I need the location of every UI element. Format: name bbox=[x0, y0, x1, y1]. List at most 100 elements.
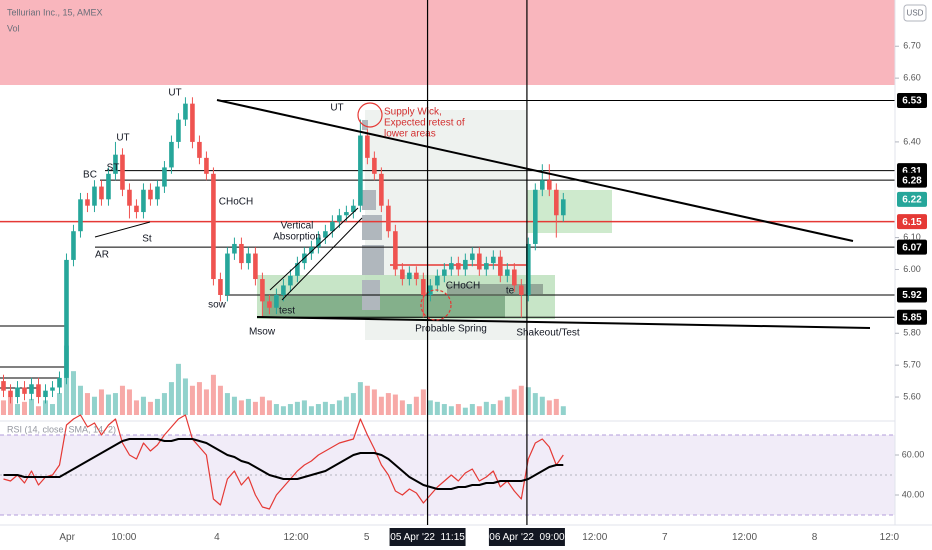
volume-bar bbox=[224, 393, 230, 415]
candle-body bbox=[435, 275, 440, 286]
volume-bar bbox=[560, 406, 566, 415]
volume-bar bbox=[469, 404, 475, 415]
candle-body bbox=[253, 253, 258, 280]
candle-body bbox=[512, 269, 517, 286]
volume-label: Vol bbox=[7, 23, 20, 33]
volume-bar bbox=[7, 396, 13, 415]
level-label: 5.92 bbox=[902, 290, 922, 301]
volume-bar bbox=[546, 400, 552, 415]
candle-body bbox=[414, 272, 419, 280]
candle-body bbox=[267, 301, 272, 308]
volume-bar bbox=[441, 404, 447, 415]
volume-bar bbox=[420, 389, 426, 415]
chart-title: Tellurian Inc., 15, AMEX bbox=[7, 7, 103, 17]
rsi-line bbox=[3, 414, 564, 510]
annotation: te bbox=[506, 286, 515, 297]
levels bbox=[0, 99, 895, 318]
volume-bar bbox=[308, 406, 314, 415]
annotation: Vertical bbox=[281, 221, 314, 232]
candle-body bbox=[218, 279, 223, 295]
x-tick-label-bg bbox=[488, 528, 565, 546]
rsi-tick-label: 60.00 bbox=[902, 449, 925, 459]
candle-body bbox=[92, 186, 97, 206]
x-tick-label: 12:00 bbox=[582, 532, 607, 543]
volume-bar bbox=[98, 389, 104, 415]
level-label-bg bbox=[897, 172, 927, 188]
wick-circle bbox=[357, 102, 383, 128]
candle-body bbox=[491, 256, 496, 264]
candle-body bbox=[561, 199, 566, 216]
volume-bar bbox=[553, 398, 559, 415]
volume-bar bbox=[161, 393, 167, 415]
volume-bar bbox=[462, 407, 468, 415]
candle-body bbox=[176, 119, 181, 142]
trend-line bbox=[256, 316, 871, 329]
candle-body bbox=[50, 387, 55, 391]
volume-bar bbox=[49, 404, 55, 415]
profile-bar bbox=[362, 120, 368, 130]
volume-bar bbox=[490, 404, 496, 415]
candle-body bbox=[351, 205, 356, 213]
y-tick-label: 5.70 bbox=[903, 360, 921, 370]
candle-body bbox=[169, 141, 174, 168]
rsi-label: RSI (14, close, SMA, 14, 2) bbox=[7, 424, 116, 434]
profile-bar bbox=[362, 245, 384, 275]
volume-bar bbox=[378, 396, 384, 415]
x-tick-label-bg bbox=[389, 528, 466, 546]
annotation: St bbox=[142, 234, 152, 245]
candle-body bbox=[309, 247, 314, 254]
axes: 6.53 6.316.28 6.22 6.15 6.07 5.92 5.85 6.70 6.60… bbox=[59, 41, 927, 546]
volume-bar bbox=[0, 400, 6, 415]
volume-bar bbox=[126, 389, 132, 415]
volume-bar bbox=[112, 393, 118, 415]
volume-bar bbox=[175, 363, 181, 415]
x-tick-label: 5 bbox=[364, 532, 370, 543]
level-label-bg bbox=[897, 92, 927, 108]
level-label-bg bbox=[897, 309, 927, 325]
volume bbox=[0, 345, 566, 415]
candle-body bbox=[477, 253, 482, 270]
x-tick-label: 12:00 bbox=[283, 532, 308, 543]
candle-body bbox=[162, 167, 167, 187]
candle-body bbox=[337, 215, 342, 222]
volume-bar bbox=[105, 394, 111, 415]
candle-body bbox=[372, 157, 377, 174]
level-label: 6.22 bbox=[902, 194, 922, 205]
candle-body bbox=[393, 231, 398, 270]
candle-body bbox=[449, 263, 454, 270]
volume-bar bbox=[91, 396, 97, 415]
volume-bar bbox=[154, 398, 160, 415]
volume-bar bbox=[189, 385, 195, 415]
candle-body bbox=[85, 199, 90, 206]
candle-body bbox=[484, 263, 489, 270]
annotation: sow bbox=[208, 300, 227, 311]
annotation: Msow bbox=[249, 327, 276, 338]
volume-bar bbox=[21, 401, 27, 415]
level-label-bg bbox=[897, 214, 927, 230]
volume-bar bbox=[322, 401, 328, 415]
candle-body bbox=[57, 377, 62, 388]
volume-bar bbox=[245, 398, 251, 415]
volume-bar bbox=[392, 394, 398, 415]
x-tick-label: 8 bbox=[812, 532, 818, 543]
x-tick-label: 12:0 bbox=[880, 532, 900, 543]
candle-body bbox=[533, 189, 538, 244]
level-label: 6.15 bbox=[902, 217, 922, 228]
candle-body bbox=[99, 186, 104, 200]
rsi-sma-line bbox=[3, 438, 564, 490]
volume-bar bbox=[217, 385, 223, 415]
volume-bar bbox=[147, 401, 153, 415]
volume-bar bbox=[196, 382, 202, 415]
volume-bar bbox=[399, 400, 405, 415]
volume-bar bbox=[35, 406, 41, 415]
candle-body bbox=[8, 390, 13, 398]
trend-line bbox=[216, 99, 854, 242]
volume-bar bbox=[532, 393, 538, 415]
volume-bar bbox=[511, 389, 517, 415]
candle-body bbox=[379, 173, 384, 206]
volume-bar bbox=[140, 396, 146, 415]
y-tick-label: 6.60 bbox=[903, 73, 921, 83]
annotation: CHoCH bbox=[219, 197, 253, 208]
candle-body bbox=[71, 231, 76, 260]
